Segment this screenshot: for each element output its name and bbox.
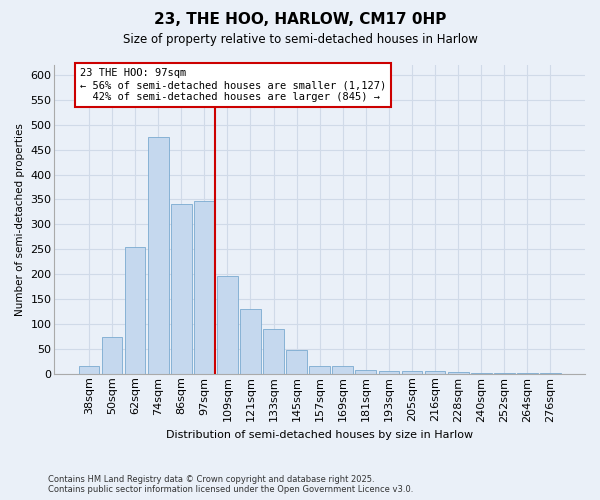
Y-axis label: Number of semi-detached properties: Number of semi-detached properties bbox=[15, 123, 25, 316]
Bar bbox=[263, 329, 284, 374]
Bar bbox=[540, 373, 561, 374]
Bar bbox=[125, 247, 145, 374]
Bar bbox=[240, 309, 261, 374]
Bar bbox=[194, 201, 215, 374]
Bar bbox=[517, 373, 538, 374]
Bar bbox=[494, 373, 515, 374]
Bar bbox=[332, 366, 353, 374]
Bar bbox=[101, 338, 122, 374]
Bar bbox=[425, 372, 445, 374]
X-axis label: Distribution of semi-detached houses by size in Harlow: Distribution of semi-detached houses by … bbox=[166, 430, 473, 440]
Text: 23 THE HOO: 97sqm
← 56% of semi-detached houses are smaller (1,127)
  42% of sem: 23 THE HOO: 97sqm ← 56% of semi-detached… bbox=[80, 68, 386, 102]
Text: 23, THE HOO, HARLOW, CM17 0HP: 23, THE HOO, HARLOW, CM17 0HP bbox=[154, 12, 446, 28]
Bar bbox=[148, 137, 169, 374]
Bar bbox=[379, 371, 400, 374]
Bar bbox=[286, 350, 307, 374]
Bar bbox=[79, 366, 100, 374]
Text: Contains HM Land Registry data © Crown copyright and database right 2025.
Contai: Contains HM Land Registry data © Crown c… bbox=[48, 474, 413, 494]
Bar bbox=[471, 373, 491, 374]
Text: Size of property relative to semi-detached houses in Harlow: Size of property relative to semi-detach… bbox=[122, 32, 478, 46]
Bar bbox=[310, 366, 330, 374]
Bar bbox=[355, 370, 376, 374]
Bar bbox=[171, 204, 191, 374]
Bar bbox=[401, 372, 422, 374]
Bar bbox=[448, 372, 469, 374]
Bar bbox=[217, 276, 238, 374]
